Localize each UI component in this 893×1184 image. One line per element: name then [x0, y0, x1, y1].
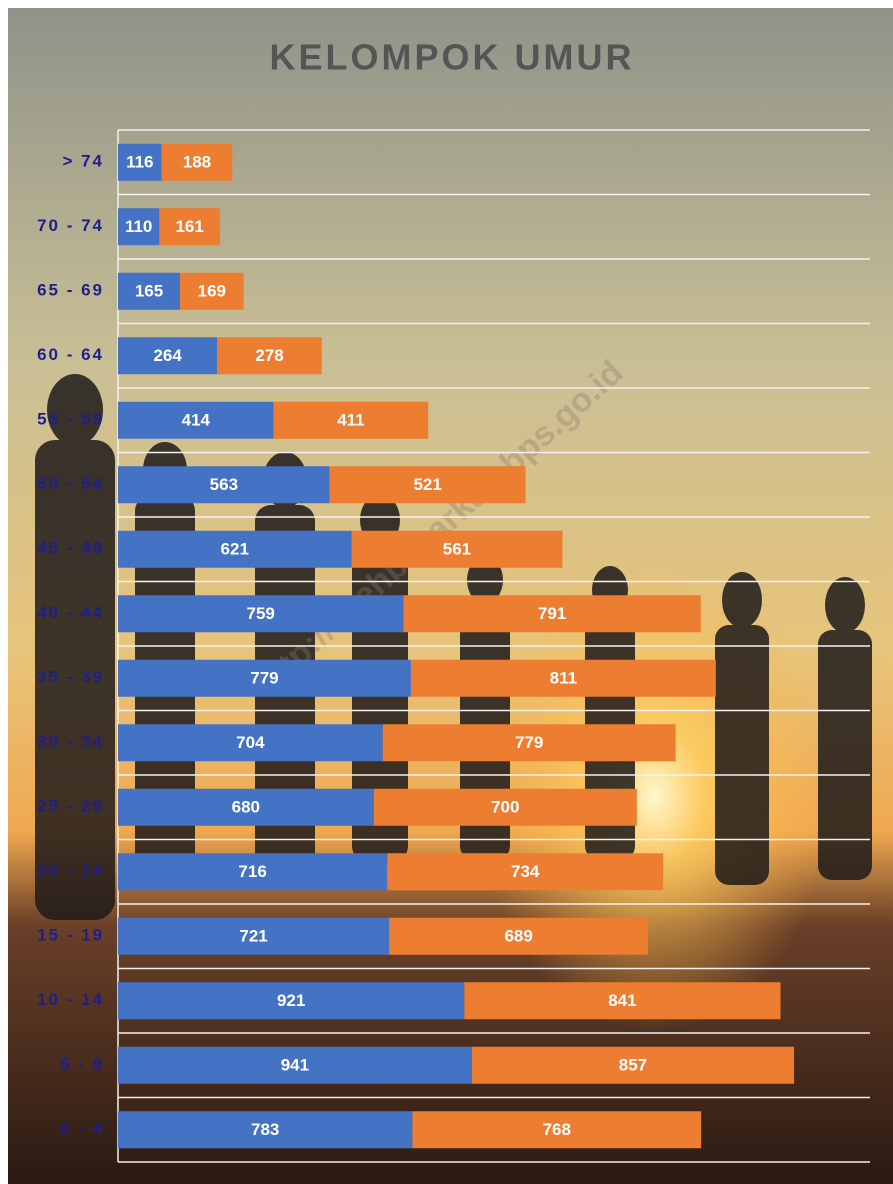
bar-segment — [273, 401, 429, 439]
data-label: 689 — [504, 927, 532, 946]
bar-segment — [217, 337, 322, 375]
y-tick-label: 65 - 69 — [37, 281, 104, 300]
bar-segment — [118, 917, 390, 955]
y-tick-label: 50 - 54 — [37, 474, 104, 493]
data-label: 704 — [236, 733, 265, 752]
data-label: 561 — [443, 540, 471, 559]
bar-segment — [118, 530, 352, 568]
y-tick-label: 40 - 44 — [37, 603, 104, 622]
bar-segment — [329, 466, 526, 504]
bar-segment — [159, 208, 220, 246]
y-tick-label: 60 - 64 — [37, 345, 104, 364]
bar-segment — [389, 917, 649, 955]
data-label: 700 — [491, 798, 519, 817]
data-label: 411 — [337, 411, 364, 430]
data-label: 278 — [255, 346, 283, 365]
y-tick-label: 10 - 14 — [37, 990, 104, 1009]
bar-segment — [118, 788, 374, 826]
y-tick-label: > 74 — [62, 152, 104, 171]
y-tick-label: 0 - 4 — [60, 1119, 104, 1138]
bar-segment — [403, 595, 701, 633]
bar-segment — [118, 401, 274, 439]
bar-segment — [118, 982, 465, 1020]
bar-segment — [118, 659, 411, 697]
bar-segment — [387, 853, 664, 891]
bar-segment — [118, 1046, 472, 1084]
data-label: 721 — [239, 927, 267, 946]
chart-title: KELOMPOK UMUR — [270, 37, 635, 78]
data-label: 165 — [135, 282, 163, 301]
bar-segment — [118, 272, 181, 310]
y-tick-label: 20 - 24 — [37, 861, 104, 880]
data-label: 161 — [175, 217, 203, 236]
bar-segment — [118, 208, 160, 246]
y-tick-label: 25 - 29 — [37, 797, 104, 816]
bar-segment — [382, 724, 676, 762]
data-label: 116 — [126, 153, 153, 172]
bar-segment — [412, 1111, 702, 1149]
data-label: 783 — [251, 1120, 279, 1139]
data-label: 811 — [550, 669, 577, 688]
bar-segment — [118, 143, 162, 181]
data-label: 921 — [277, 991, 305, 1010]
data-label: 563 — [210, 475, 238, 494]
data-label: 791 — [538, 604, 566, 623]
bar-segment — [471, 1046, 795, 1084]
data-label: 779 — [515, 733, 543, 752]
bar-segment — [118, 466, 330, 504]
bar-segment — [118, 1111, 413, 1149]
data-label: 188 — [183, 153, 211, 172]
bar-segment — [161, 143, 233, 181]
bar-segment — [351, 530, 563, 568]
y-tick-label: 5 - 9 — [60, 1055, 104, 1074]
bar-segment — [180, 272, 244, 310]
data-label: 768 — [543, 1120, 571, 1139]
data-label: 680 — [232, 798, 260, 817]
data-label: 169 — [198, 282, 226, 301]
data-label: 734 — [511, 862, 540, 881]
bar-segment — [373, 788, 637, 826]
y-tick-label: 15 - 19 — [37, 926, 104, 945]
bar-segment — [118, 853, 388, 891]
y-tick-label: 35 - 39 — [37, 668, 104, 687]
data-label: 759 — [247, 604, 275, 623]
data-label: 841 — [608, 991, 636, 1010]
bar-segment — [464, 982, 781, 1020]
data-label: 621 — [221, 540, 249, 559]
data-label: 716 — [238, 862, 266, 881]
bar-segment — [118, 337, 218, 375]
bar-segment — [118, 595, 404, 633]
data-label: 941 — [281, 1056, 309, 1075]
bar-segment — [410, 659, 716, 697]
y-tick-label: 30 - 34 — [37, 732, 104, 751]
y-tick-label: 45 - 49 — [37, 539, 104, 558]
y-tick-label: 70 - 74 — [37, 216, 104, 235]
y-tick-label: 55 - 59 — [37, 410, 104, 429]
data-label: 264 — [153, 346, 182, 365]
data-label: 779 — [250, 669, 278, 688]
data-label: 521 — [413, 475, 441, 494]
data-label: 857 — [619, 1056, 647, 1075]
data-label: 414 — [182, 411, 211, 430]
data-label: 110 — [125, 217, 152, 236]
bar-segment — [118, 724, 383, 762]
